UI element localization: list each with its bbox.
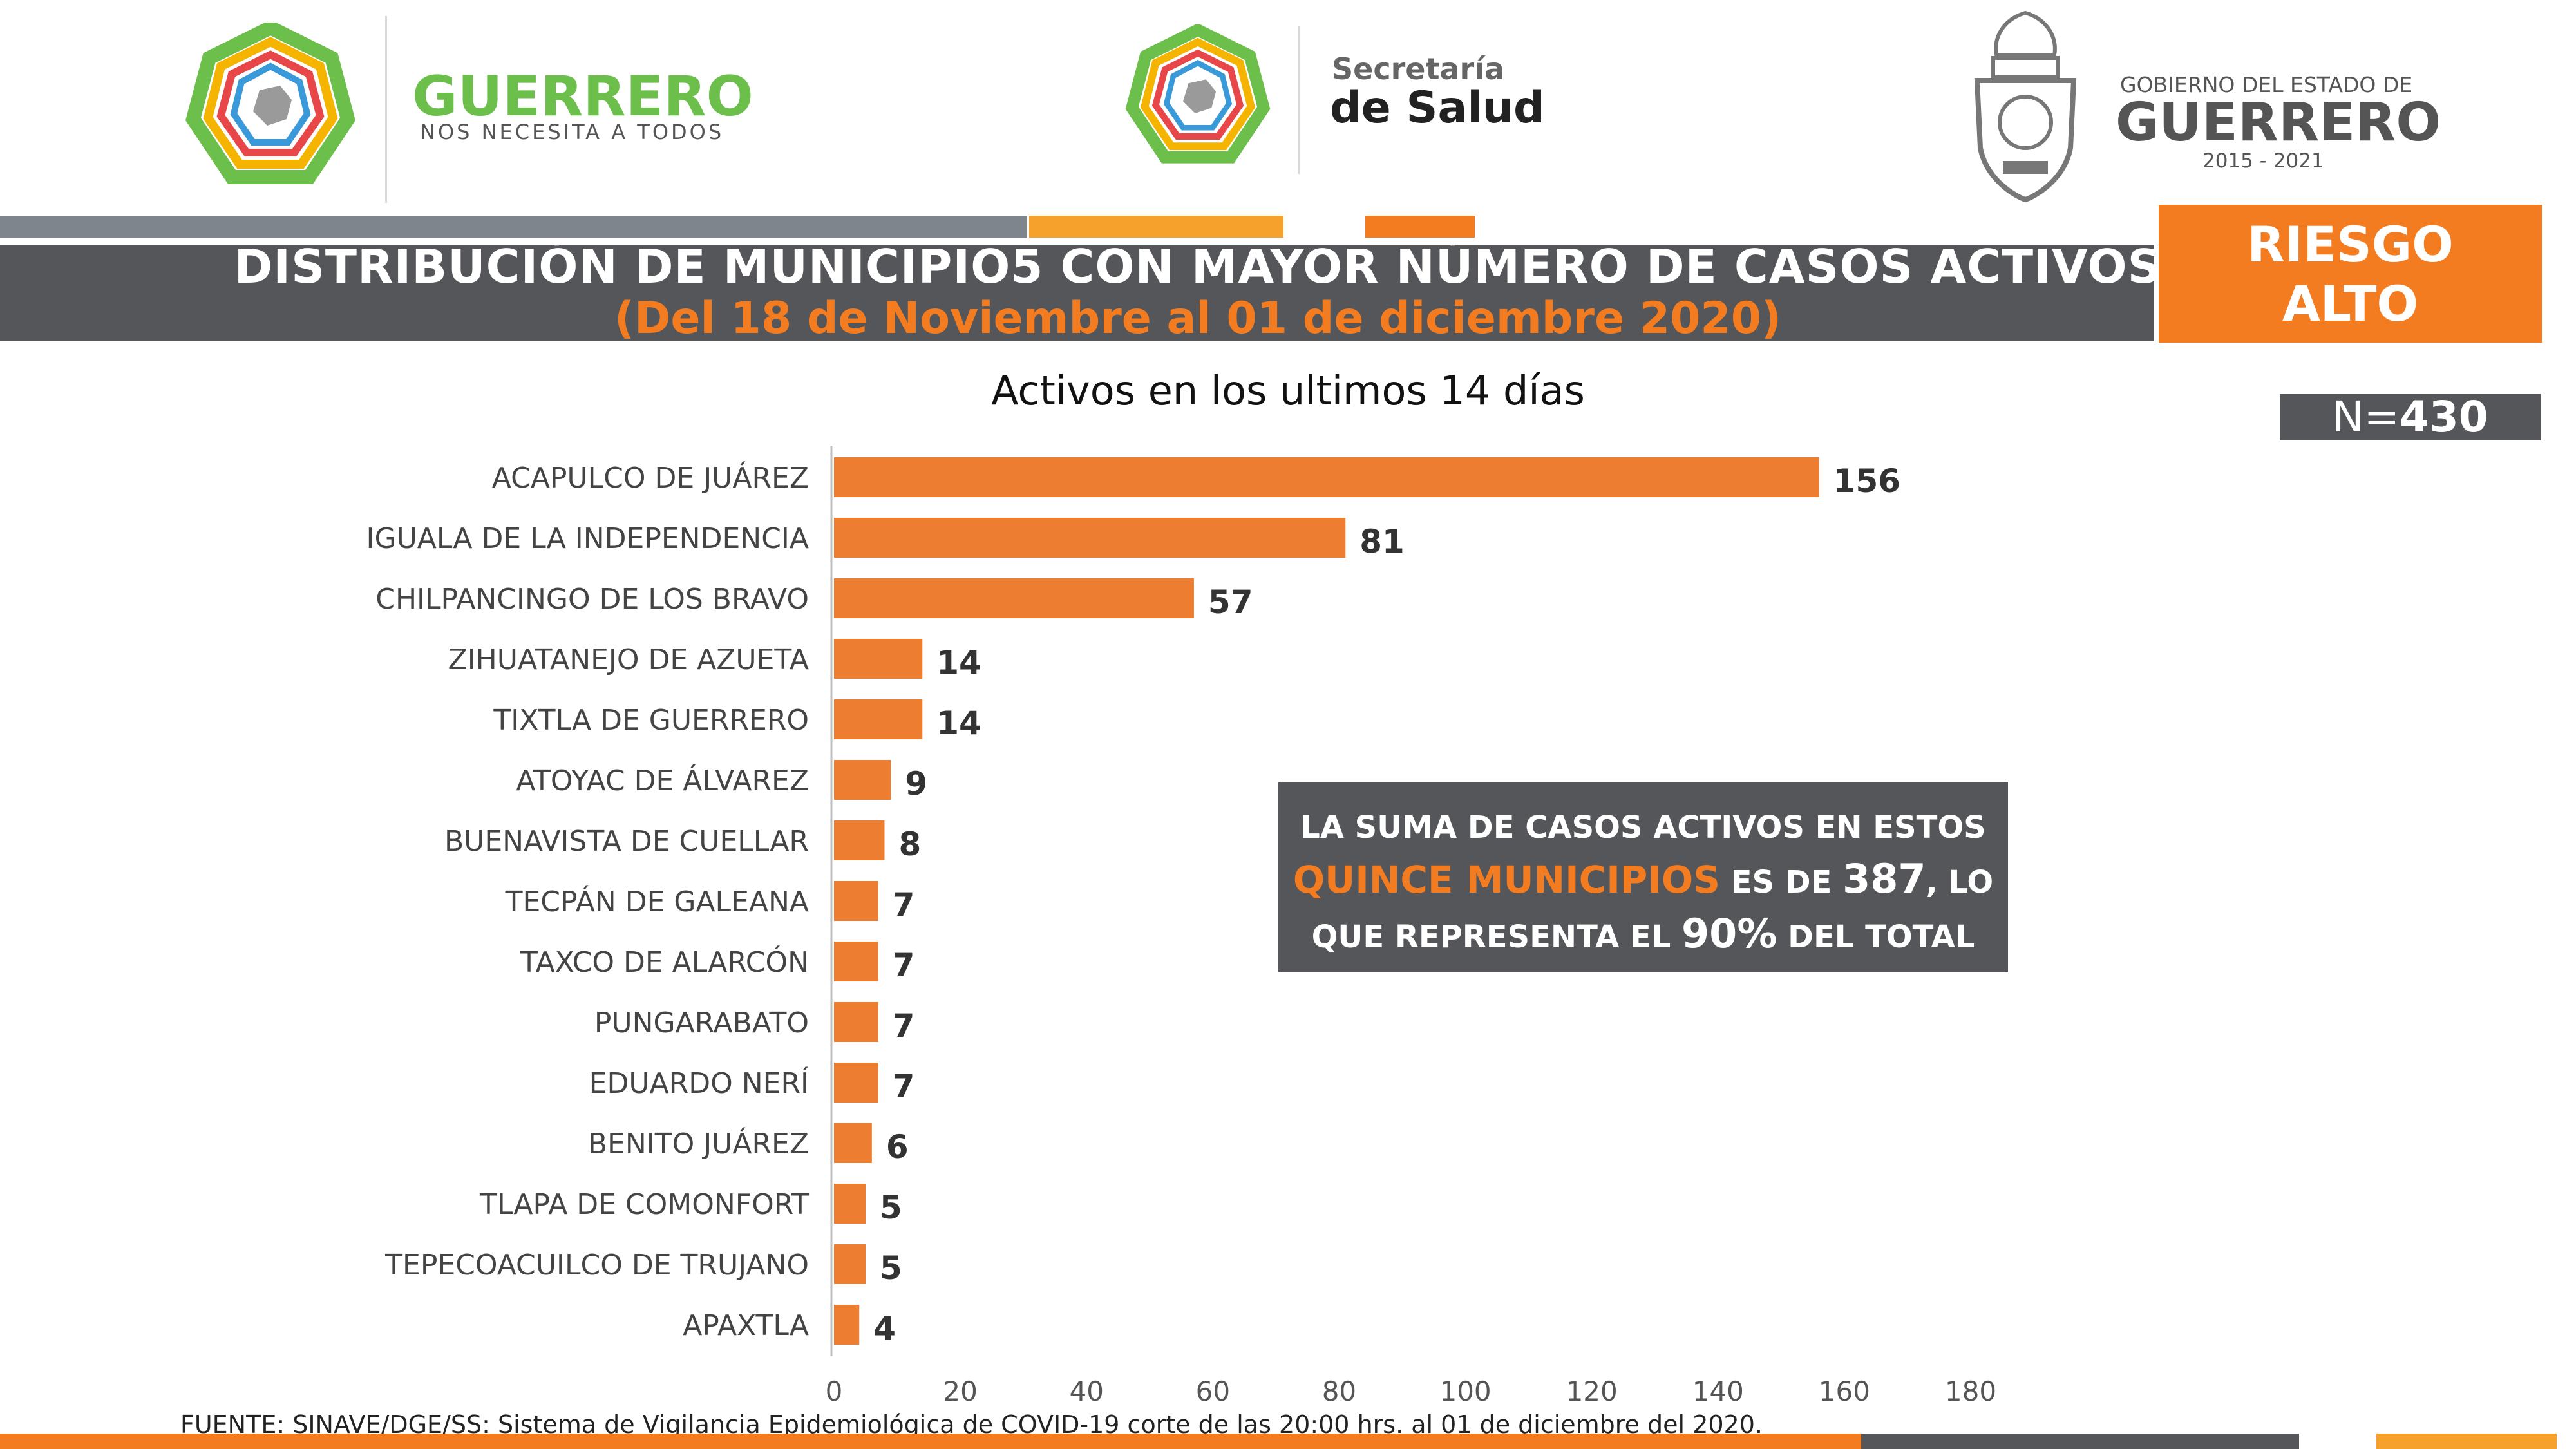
secretaria-text: Secretaría: [1332, 52, 1505, 86]
data-label: 4: [873, 1310, 896, 1347]
category-label: ATOYAC DE ÁLVAREZ: [516, 763, 809, 797]
horizontal-bar-chart: ACAPULCO DE JUÁREZ 156 IGUALA DE LA INDEPE…: [366, 446, 1996, 1407]
summary-total-cases: 387: [1842, 855, 1926, 902]
x-tick-label: 180: [1945, 1376, 1996, 1407]
x-tick-label: 20: [943, 1376, 977, 1407]
x-tick-label: 60: [1196, 1376, 1230, 1407]
category-label: TAXCO DE ALARCÓN: [520, 945, 809, 979]
guerrero-brand-text: GUERRERO: [412, 64, 753, 129]
x-tick-label: 120: [1566, 1376, 1618, 1407]
bar: [834, 1063, 878, 1103]
x-tick-label: 40: [1069, 1376, 1103, 1407]
state-coat-of-arms-icon: [1974, 10, 2077, 203]
data-label: 8: [898, 826, 921, 863]
summary-text-total: DEL TOTAL: [1777, 919, 1975, 955]
summary-line-3: QUE REPRESENTA EL 90% DEL TOTAL: [1278, 908, 2008, 963]
risk-line-1: RIESGO: [2247, 216, 2454, 273]
summary-line-1: LA SUMA DE CASOS ACTIVOS EN ESTOS: [1300, 810, 1986, 846]
data-label: 7: [893, 947, 915, 984]
data-label: 156: [1833, 462, 1900, 500]
summary-box: LA SUMA DE CASOS ACTIVOS EN ESTOS QUINCE…: [1278, 782, 2008, 972]
category-label: APAXTLA: [683, 1309, 809, 1342]
bar: [834, 457, 1819, 497]
data-label: 57: [1208, 583, 1253, 621]
category-label: TIXTLA DE GUERRERO: [493, 704, 809, 737]
header-divider-center: [1298, 26, 1300, 174]
gobierno-text: GOBIERNO DEL ESTADO DE: [2120, 72, 2413, 97]
summary-text-representa: QUE REPRESENTA EL: [1311, 919, 1682, 955]
category-label: TLAPA DE COMONFORT: [479, 1188, 809, 1221]
bar: [834, 881, 878, 921]
data-label: 7: [893, 1068, 915, 1105]
data-label: 5: [880, 1189, 902, 1226]
summary-percentage: 90%: [1681, 910, 1777, 957]
total-n-badge: N=430: [2280, 394, 2541, 440]
bar: [834, 1244, 866, 1284]
chart-title: Activos en los ultimos 14 días: [991, 367, 1585, 414]
category-label: ZIHUATANEJO DE AZUETA: [448, 643, 809, 676]
data-label: 7: [893, 1007, 915, 1045]
bar: [834, 1184, 866, 1224]
bottom-stripe-orange-right: [2376, 1434, 2557, 1449]
bar: [834, 1002, 878, 1042]
bottom-stripe-orange: [0, 1434, 1861, 1449]
guerrero-slogan: NOS NECESITA A TODOS: [420, 120, 724, 144]
x-tick-label: 80: [1322, 1376, 1356, 1407]
data-label: 7: [893, 886, 915, 923]
category-label: EDUARDO NERÍ: [589, 1066, 809, 1100]
summary-text-es-de: ES DE: [1719, 864, 1843, 900]
data-label: 9: [905, 765, 927, 802]
gobierno-brand-text: GUERRERO: [2116, 92, 2441, 153]
gobierno-years-text: 2015 - 2021: [2202, 149, 2324, 173]
category-label: TECPÁN DE GALEANA: [505, 884, 809, 918]
guerrero-rosette-logo-left: [185, 23, 355, 184]
bar: [834, 518, 1346, 558]
risk-line-2: ALTO: [2282, 275, 2419, 332]
x-tick-label: 140: [1692, 1376, 1744, 1407]
guerrero-rosette-logo-center: [1125, 24, 1271, 164]
data-label: 6: [886, 1128, 909, 1166]
summary-text-lo: , LO: [1926, 864, 1994, 900]
summary-highlight-municipios: QUINCE MUNICIPIOS: [1293, 858, 1720, 902]
bar: [834, 1123, 872, 1163]
top-stripe-gray: [0, 216, 1027, 238]
header-divider-left: [385, 16, 387, 203]
n-value: 430: [2399, 392, 2488, 442]
category-label: PUNGARABATO: [594, 1007, 809, 1039]
category-label: BENITO JUÁREZ: [588, 1126, 809, 1160]
bar: [834, 1305, 860, 1345]
bottom-stripe-gray: [1861, 1434, 2299, 1449]
title-band: [0, 245, 2154, 341]
category-label: TEPECOACUILCO DE TRUJANO: [384, 1249, 809, 1282]
main-title: DISTRIBUCIÓN DE MUNICIPIO5 CON MAYOR NÚM…: [234, 240, 2162, 294]
category-label: CHILPANCINGO DE LOS BRAVO: [375, 583, 809, 616]
data-label: 81: [1359, 523, 1405, 560]
top-stripe-orange-1: [1029, 216, 1283, 238]
de-salud-text: de Salud: [1330, 82, 1545, 133]
date-range-subtitle: (Del 18 de Noviembre al 01 de diciembre …: [614, 293, 1782, 344]
data-label: 14: [936, 705, 981, 742]
data-label: 14: [936, 644, 981, 681]
bar: [834, 760, 891, 800]
category-label: ACAPULCO DE JUÁREZ: [492, 460, 809, 495]
bar: [834, 942, 878, 981]
x-tick-label: 160: [1819, 1376, 1870, 1407]
x-tick-label: 100: [1439, 1376, 1491, 1407]
bar: [834, 699, 923, 739]
category-label: BUENAVISTA DE CUELLAR: [444, 825, 809, 858]
n-prefix: N=: [2332, 392, 2400, 442]
bar: [834, 578, 1194, 618]
bar: [834, 639, 923, 679]
risk-level-badge: RIESGO ALTO: [2159, 205, 2542, 343]
summary-line-2: QUINCE MUNICIPIOS ES DE 387, LO: [1278, 853, 2008, 908]
data-label: 5: [880, 1249, 902, 1287]
top-stripe-orange-2: [1365, 216, 1475, 238]
x-tick-label: 0: [826, 1376, 843, 1407]
bar: [834, 820, 885, 860]
category-label: IGUALA DE LA INDEPENDENCIA: [366, 522, 809, 555]
